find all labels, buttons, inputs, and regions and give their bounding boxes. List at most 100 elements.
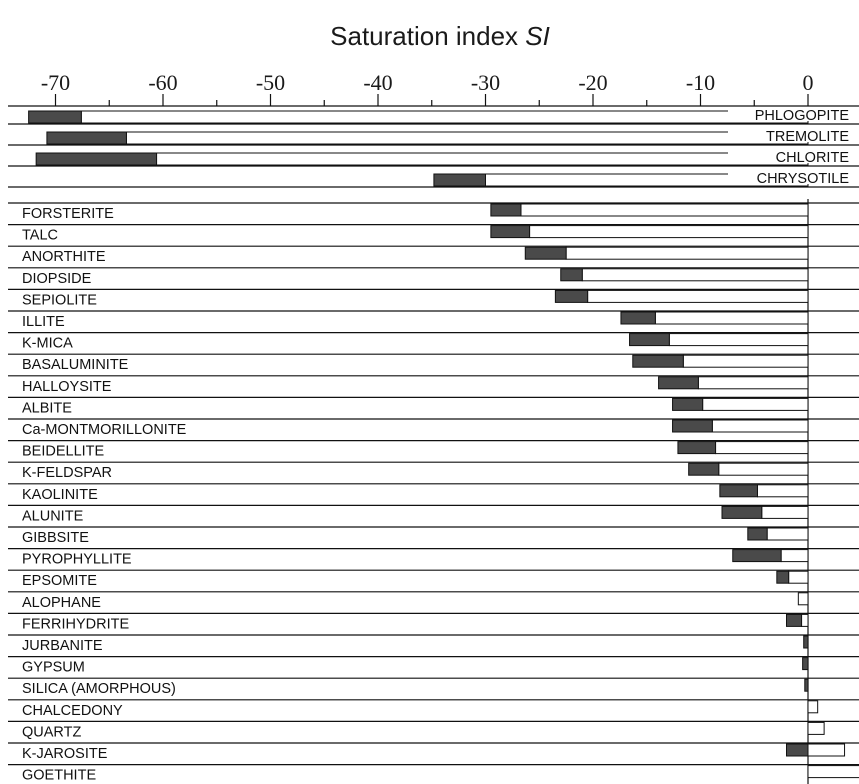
chart-title: Saturation index SI (330, 21, 550, 51)
bar-open (807, 721, 825, 735)
bar-filled (46, 131, 127, 145)
mineral-row: ANORTHITE (8, 245, 859, 265)
bar-filled (688, 462, 720, 476)
bar-open (156, 152, 809, 166)
chart-title-text: Saturation index (330, 21, 525, 51)
mineral-label: QUARTZ (22, 724, 81, 740)
bar-filled (524, 246, 567, 260)
x-tick-label: -70 (41, 70, 70, 95)
bar-open (702, 397, 809, 411)
mineral-row: QUARTZ (8, 720, 859, 740)
mineral-row: K-JAROSITE (8, 742, 859, 762)
mineral-label: ANORTHITE (22, 249, 106, 265)
mineral-row: CHLORITE (8, 150, 859, 167)
bar-filled (719, 484, 758, 498)
mineral-row: Ca-MONTMORILLONITE (8, 418, 859, 438)
mineral-row: ALBITE (8, 396, 859, 416)
bar-open (520, 203, 809, 217)
mineral-label: K-FELDSPAR (22, 465, 112, 481)
x-tick-label: -60 (148, 70, 177, 95)
label-backdrop (728, 129, 852, 142)
mineral-label: FORSTERITE (22, 206, 114, 222)
mineral-label: PYROPHYLLITE (22, 552, 132, 568)
mineral-row: KAOLINITE (8, 483, 859, 503)
mineral-label: GIBBSITE (22, 530, 89, 546)
mineral-label: TALC (22, 228, 58, 244)
bar-open (766, 527, 809, 541)
label-backdrop (728, 150, 852, 163)
mineral-label: JURBANITE (22, 638, 103, 654)
mineral-row: K-MICA (8, 332, 859, 352)
bar-open (587, 289, 809, 303)
mineral-row: FORSTERITE (8, 202, 859, 222)
mineral-label: FERRIHYDRITE (22, 616, 129, 632)
bar-open (756, 484, 809, 498)
mineral-label: EPSOMITE (22, 573, 97, 589)
mineral-label: K-JAROSITE (22, 746, 108, 762)
mineral-row: BEIDELLITE (8, 440, 859, 460)
mineral-label: CHLORITE (776, 150, 850, 166)
x-tick-label: -10 (686, 70, 715, 95)
mineral-label: CHRYSOTILE (757, 171, 850, 187)
bar-filled (786, 743, 809, 757)
mineral-row: PHLOGOPITE (8, 108, 859, 125)
mineral-label: SILICA (AMORPHOUS) (22, 681, 176, 697)
bar-open (788, 570, 809, 584)
bar-filled (732, 549, 782, 563)
mineral-row: PYROPHYLLITE (8, 547, 859, 568)
mineral-row: DIOPSIDE (8, 267, 859, 287)
bar-open (581, 268, 809, 282)
bar-open (565, 246, 809, 260)
mineral-row: GIBBSITE (8, 526, 859, 546)
x-tick-label: -50 (256, 70, 285, 95)
bar-open (797, 592, 809, 606)
bar-filled (721, 505, 763, 519)
bar-open (682, 354, 809, 368)
bar-filled (802, 657, 809, 671)
mineral-label: SEPIOLITE (22, 292, 97, 308)
label-backdrop (728, 171, 852, 184)
x-tick-label: 0 (803, 70, 814, 95)
bar-filled (554, 289, 589, 303)
bar-filled (776, 570, 790, 584)
mineral-row: ALUNITE (8, 504, 859, 524)
mineral-label: GOETHITE (22, 768, 96, 784)
bar-open (807, 743, 846, 757)
mineral-label: KAOLINITE (22, 487, 98, 503)
bar-open (807, 700, 819, 714)
bar-open (654, 311, 809, 325)
bar-filled (560, 268, 583, 282)
mineral-row: FERRIHYDRITE (8, 612, 859, 632)
bar-filled (804, 678, 809, 692)
mineral-label: ALUNITE (22, 508, 84, 524)
mineral-row: TALC (8, 224, 859, 244)
bar-filled (632, 354, 684, 368)
chart-title-italic: SI (525, 21, 550, 51)
bar-filled (786, 613, 803, 627)
mineral-label: Ca-MONTMORILLONITE (22, 422, 187, 438)
mineral-row: SILICA (AMORPHOUS) (8, 677, 859, 697)
bar-filled (677, 441, 717, 455)
mineral-row: ILLITE (8, 310, 859, 330)
mineral-label: CHALCEDONY (22, 703, 123, 719)
bar-filled (672, 397, 704, 411)
bar-open (761, 505, 809, 519)
mineral-label: HALLOYSITE (22, 379, 112, 395)
bar-open (718, 462, 809, 476)
mineral-row: GYPSUM (8, 655, 859, 676)
bar-filled (620, 311, 656, 325)
mineral-row: HALLOYSITE (8, 375, 859, 395)
bar-open (801, 613, 809, 627)
bar-open (529, 225, 809, 239)
mineral-row: JURBANITE (8, 634, 859, 654)
x-tick-label: -20 (578, 70, 607, 95)
mineral-row: CHALCEDONY (8, 699, 859, 719)
mineral-row: EPSOMITE (8, 569, 859, 589)
label-backdrop (728, 108, 852, 121)
bar-filled (433, 173, 486, 187)
x-tick-label: -30 (471, 70, 500, 95)
mineral-label: K-MICA (22, 336, 73, 352)
bar-filled (747, 527, 768, 541)
bar-open (715, 441, 809, 455)
